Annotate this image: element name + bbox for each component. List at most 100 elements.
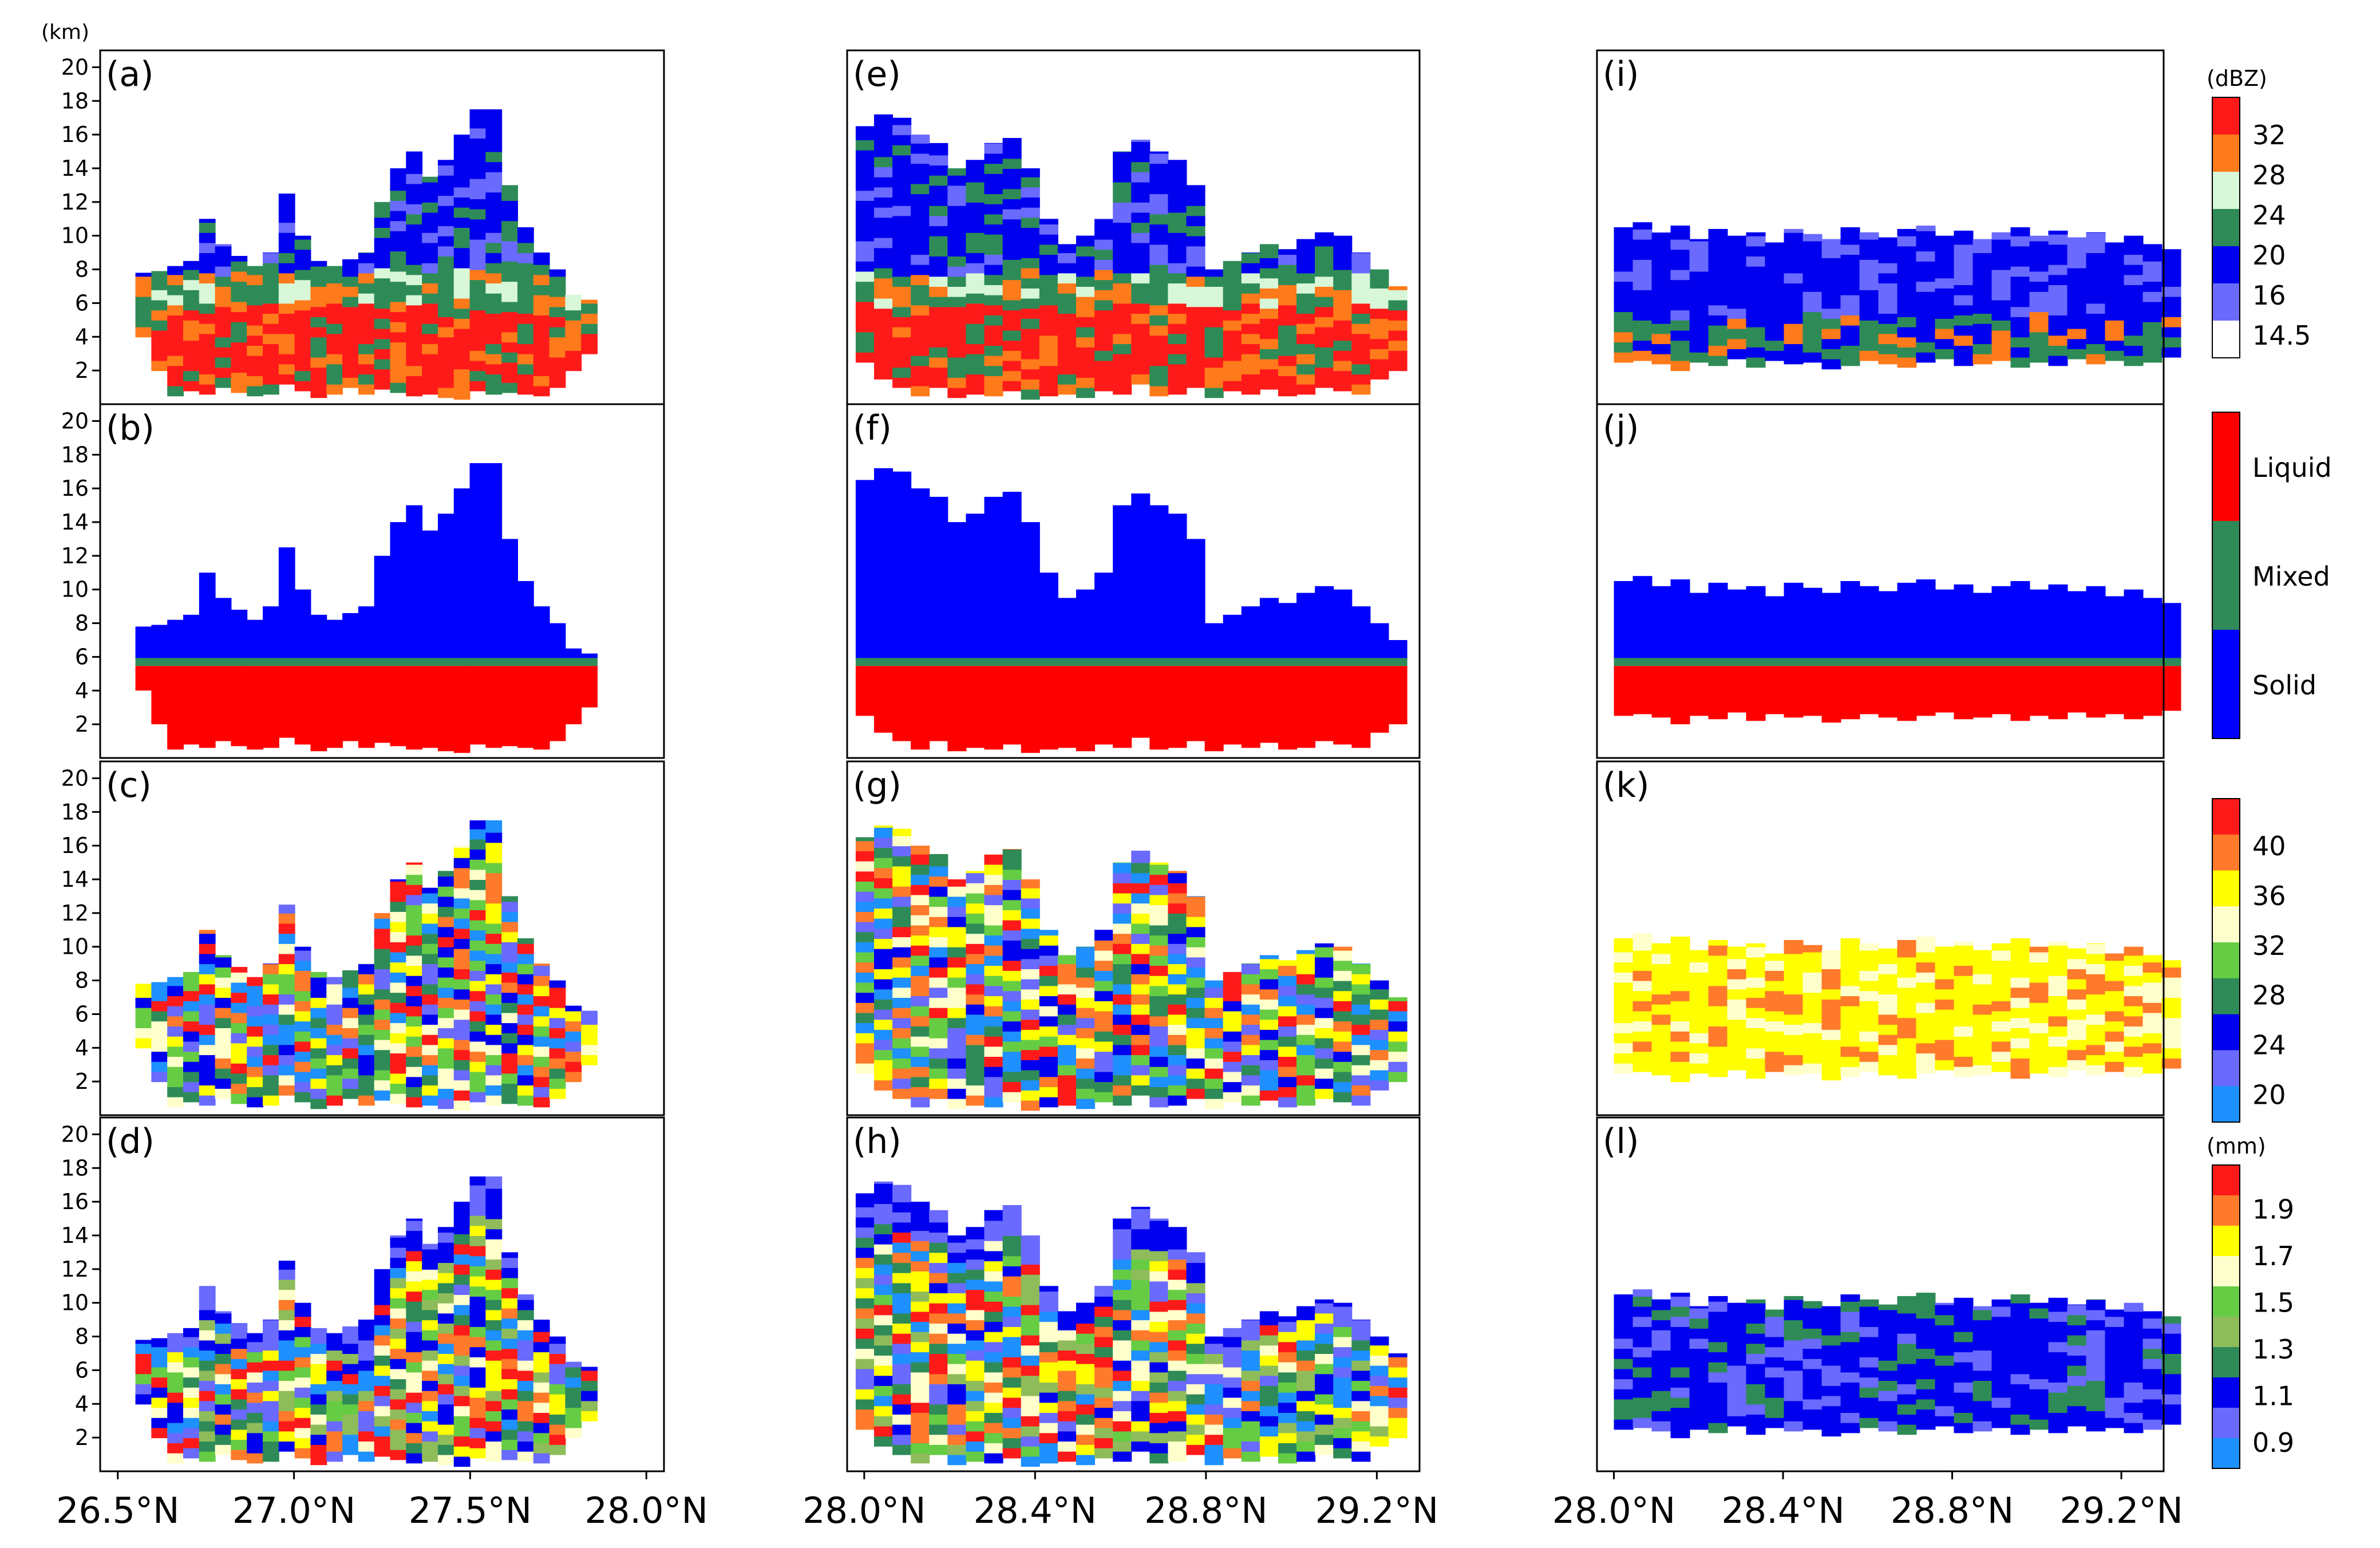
phase-solid-cell: [929, 496, 948, 661]
data-cell: [1002, 1205, 1022, 1216]
data-cell: [501, 1409, 518, 1420]
data-cell: [1223, 380, 1242, 392]
data-cell: [453, 1100, 471, 1111]
data-cell: [1689, 950, 1709, 953]
data-cell: [199, 1024, 216, 1035]
data-cell: [151, 1010, 168, 1022]
phase-liquid-cell: [1784, 666, 1804, 718]
data-cell: [501, 972, 518, 983]
data-cell: [485, 1238, 503, 1250]
data-cell: [2105, 242, 2125, 250]
data-cell: [437, 1068, 454, 1079]
data-cell: [167, 1382, 184, 1393]
data-cell: [1113, 1289, 1132, 1300]
data-cell: [984, 1261, 1003, 1271]
data-cell: [247, 1452, 264, 1464]
data-cell: [247, 1005, 264, 1017]
data-cell: [1972, 1306, 1992, 1310]
data-cell: [1223, 1377, 1242, 1388]
data-cell: [874, 1284, 894, 1295]
data-cell: [1186, 957, 1205, 968]
data-cell: [874, 1080, 894, 1091]
data-cell: [1708, 1311, 1728, 1322]
data-cell: [437, 1363, 454, 1375]
data-cell: [911, 914, 930, 926]
data-cell: [437, 1343, 454, 1354]
data-cell: [1002, 148, 1022, 159]
data-cell: [422, 1289, 438, 1300]
data-cell: [966, 1390, 985, 1401]
data-cell: [911, 1056, 930, 1067]
legend-label: 1.3: [2252, 1334, 2294, 1365]
data-cell: [2086, 262, 2106, 274]
data-cell: [183, 1417, 200, 1428]
data-cell: [1916, 951, 1936, 963]
data-cell: [183, 972, 200, 981]
data-cell: [1113, 1034, 1132, 1045]
data-cell: [151, 1061, 168, 1072]
phase-liquid-cell: [1149, 666, 1169, 750]
data-cell: [1113, 913, 1132, 924]
data-cell: [453, 928, 471, 939]
data-cell: [947, 286, 967, 297]
phase-mixed-cell: [1651, 658, 1671, 666]
data-cell: [231, 1449, 248, 1460]
data-cell: [911, 1412, 930, 1423]
data-cell: [1784, 1064, 1804, 1076]
data-cell: [1296, 1034, 1316, 1045]
data-cell: [565, 1387, 582, 1398]
data-cell: [469, 109, 487, 119]
data-cell: [437, 1313, 454, 1324]
data-cell: [1057, 1311, 1077, 1321]
data-cell: [1972, 1024, 1992, 1035]
data-cell: [485, 1208, 503, 1219]
data-cell: [1259, 1436, 1279, 1447]
data-cell: [469, 849, 487, 860]
data-cell: [437, 246, 454, 257]
data-cell: [1916, 972, 1936, 983]
data-cell: [453, 318, 471, 329]
data-cell: [1727, 978, 1747, 990]
data-cell: [501, 1419, 518, 1430]
data-cell: [1021, 287, 1040, 299]
data-cell: [1168, 1309, 1187, 1321]
data-cell: [390, 992, 407, 1003]
data-cell: [1388, 1041, 1408, 1052]
data-cell: [1821, 247, 1841, 258]
y-tick-label: 10: [61, 223, 89, 248]
data-cell: [1296, 323, 1316, 334]
data-cell: [929, 1313, 948, 1324]
data-cell: [892, 1184, 912, 1192]
data-cell: [1333, 1091, 1353, 1103]
data-cell: [984, 143, 1003, 144]
data-cell: [390, 291, 407, 302]
data-cell: [581, 1010, 598, 1015]
data-cell: [966, 252, 985, 263]
data-cell: [453, 1425, 471, 1437]
data-cell: [1241, 283, 1260, 294]
data-cell: [1954, 1412, 1974, 1423]
data-cell: [1632, 1306, 1652, 1317]
data-cell: [1614, 1002, 1634, 1013]
y-tick-label: 20: [61, 1121, 89, 1147]
data-cell: [247, 1056, 264, 1067]
data-cell: [1784, 1024, 1804, 1035]
data-cell: [1632, 289, 1652, 301]
data-cell: [1670, 1051, 1690, 1062]
data-cell: [1765, 1061, 1785, 1072]
data-cell: [278, 1350, 295, 1361]
data-cell: [1021, 958, 1040, 969]
data-cell: [1113, 973, 1132, 985]
data-cell: [517, 364, 534, 375]
data-cell: [2067, 1375, 2087, 1386]
data-cell: [947, 896, 967, 907]
data-cell: [374, 978, 391, 990]
phase-solid-cell: [1727, 589, 1747, 661]
data-cell: [855, 1247, 875, 1258]
data-cell: [1670, 299, 1690, 311]
phase-liquid-cell: [342, 666, 359, 741]
data-cell: [1972, 1034, 1992, 1045]
data-cell: [947, 967, 967, 978]
data-cell: [231, 331, 248, 343]
data-cell: [892, 855, 912, 867]
